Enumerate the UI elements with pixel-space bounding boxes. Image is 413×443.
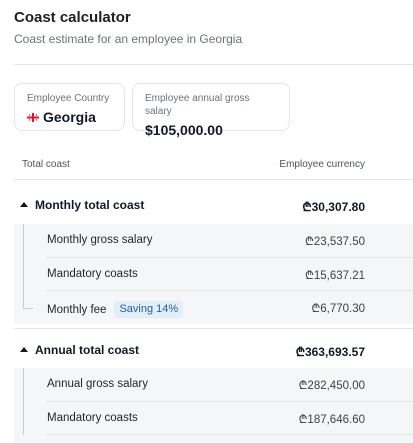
row-amount: ₾6,770.30: [311, 303, 365, 315]
georgia-flag-icon: [27, 112, 39, 122]
table-row: Annual gross salary ₾282,450.00: [14, 368, 413, 402]
row-label: Mandatory coasts: [47, 411, 138, 424]
table-row: Mandatory coasts ₾187,646.60: [14, 401, 413, 435]
row-amount: ₾187,646.60: [298, 413, 365, 426]
tree-line: [23, 368, 24, 402]
annual-total-row[interactable]: Annual total coast ₾363,693.57: [14, 328, 413, 372]
header-divider: [14, 64, 413, 65]
row-divider: [47, 434, 413, 435]
row-amount: ₾15,637.21: [304, 269, 365, 282]
table-row: Monthly fee Saving 14% ₾6,770.30: [14, 291, 413, 325]
salary-label: Employee annual gross salary: [145, 93, 250, 117]
table-row: Monthly gross salary ₾23,537.50: [14, 224, 413, 258]
country-value: Georgia: [43, 109, 96, 125]
row-divider: [47, 400, 413, 402]
row-label: Monthly gross salary: [47, 234, 153, 246]
row-divider: [47, 256, 413, 258]
tree-line: [23, 257, 24, 291]
tree-line: [23, 401, 24, 435]
tree-line: [23, 224, 24, 258]
tree-elbow: [23, 307, 33, 309]
saving-badge: Saving 14%: [114, 301, 184, 318]
row-label: Monthly fee Saving 14%: [47, 301, 184, 318]
column-employee-currency: Employee currency: [279, 159, 365, 170]
column-total-coast: Total coast: [22, 159, 70, 170]
salary-value: $105,000.00: [145, 122, 223, 138]
row-amount: ₾23,537.50: [304, 236, 365, 248]
collapse-caret-icon[interactable]: [20, 347, 28, 352]
tree-line: [23, 291, 24, 308]
table-row: Mandatory coasts ₾15,637.21: [14, 257, 413, 291]
row-amount: ₾282,450.00: [298, 380, 365, 392]
table-header: Total coast Employee currency: [14, 148, 413, 180]
salary-card[interactable]: Employee annual gross salary $105,000.00: [132, 83, 290, 138]
collapse-caret-icon[interactable]: [20, 202, 28, 207]
country-label: Employee Country: [27, 93, 110, 104]
monthly-breakdown: Monthly gross salary ₾23,537.50 Mandator…: [14, 224, 413, 324]
page-title: Coast calculator: [14, 9, 131, 26]
row-label: Annual gross salary: [47, 378, 148, 390]
monthly-total-amount: ₾30,307.80: [302, 200, 365, 214]
row-label: Mandatory coasts: [47, 267, 138, 280]
row-divider: [47, 290, 413, 291]
page-subtitle: Coast estimate for an employee in Georgi…: [14, 32, 243, 46]
country-value-row: Georgia: [27, 109, 112, 125]
monthly-total-label: Monthly total coast: [35, 198, 145, 212]
country-card[interactable]: Employee Country Georgia: [14, 83, 125, 131]
annual-total-label: Annual total coast: [35, 343, 140, 357]
annual-total-amount: ₾363,693.57: [295, 345, 365, 359]
monthly-total-row[interactable]: Monthly total coast ₾30,307.80: [14, 184, 413, 228]
annual-breakdown: Annual gross salary ₾282,450.00 Mandator…: [14, 368, 413, 443]
